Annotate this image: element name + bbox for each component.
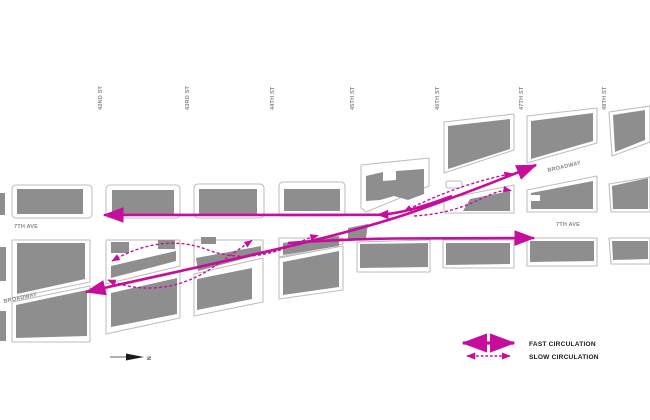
legend: FAST CIRCULATION SLOW CIRCULATION bbox=[461, 333, 599, 361]
building-notch bbox=[531, 195, 540, 201]
building bbox=[284, 189, 340, 211]
building bbox=[446, 243, 510, 265]
building bbox=[613, 110, 645, 152]
north-arrow: N bbox=[110, 353, 153, 361]
street-label-46th: 46TH ST bbox=[435, 86, 441, 110]
legend-slow-label: SLOW CIRCULATION bbox=[529, 354, 599, 361]
fast-route-7thave-eastbound bbox=[287, 230, 536, 246]
building bbox=[17, 243, 85, 294]
north-arrow-icon bbox=[126, 353, 144, 361]
building bbox=[531, 181, 593, 209]
avenue-label-7thave-east: 7TH AVE bbox=[556, 222, 580, 228]
avenue-label-broadway-east: BROADWAY bbox=[547, 160, 582, 174]
fast-route-7thave-westbound-east-arm bbox=[376, 194, 453, 220]
building bbox=[0, 247, 6, 281]
building bbox=[199, 189, 257, 214]
building bbox=[111, 242, 129, 253]
legend-fast-label: FAST CIRCULATION bbox=[529, 341, 596, 348]
building bbox=[530, 241, 594, 262]
building bbox=[360, 243, 428, 268]
building bbox=[612, 178, 648, 209]
building bbox=[201, 237, 216, 244]
pedestrian-island bbox=[445, 180, 463, 189]
street-label-48th: 48TH ST bbox=[602, 86, 608, 110]
building bbox=[531, 113, 593, 159]
avenue-label-7thave-west: 7TH AVE bbox=[14, 224, 38, 230]
building bbox=[0, 311, 6, 341]
street-label-42nd: 42ND ST bbox=[98, 86, 104, 110]
street-label-45th: 45TH ST bbox=[350, 86, 356, 110]
building bbox=[112, 190, 174, 214]
building bbox=[0, 193, 5, 215]
north-label: N bbox=[147, 356, 153, 360]
buildings-layer bbox=[0, 110, 648, 341]
building bbox=[16, 290, 87, 338]
street-label-44th: 44TH ST bbox=[270, 86, 276, 110]
building bbox=[17, 189, 83, 214]
fast-route-broadway bbox=[84, 163, 538, 296]
street-label-47th: 47TH ST bbox=[519, 86, 525, 110]
fast-circulation-layer bbox=[84, 163, 538, 296]
building bbox=[158, 240, 175, 249]
building bbox=[448, 119, 510, 169]
building bbox=[612, 241, 648, 260]
street-label-43rd: 43RD ST bbox=[185, 86, 191, 110]
